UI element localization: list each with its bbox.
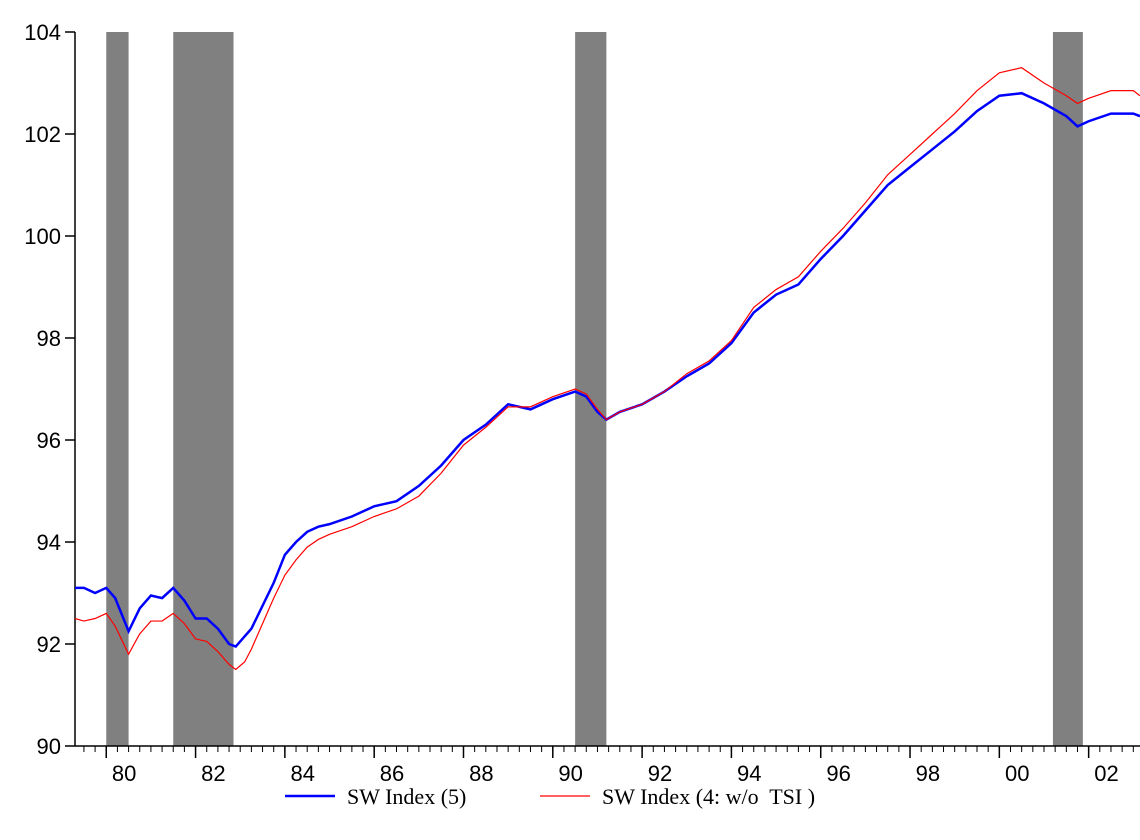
x-tick-label: 82 bbox=[201, 761, 225, 786]
y-tick-label: 102 bbox=[24, 122, 61, 147]
y-tick-label: 104 bbox=[24, 20, 61, 45]
x-tick-label: 86 bbox=[380, 761, 404, 786]
legend-label: SW Index (4: w/o TSI ) bbox=[602, 784, 815, 809]
recession-band bbox=[106, 32, 129, 746]
x-tick-label: 92 bbox=[648, 761, 672, 786]
legend-label: SW Index (5) bbox=[347, 784, 466, 809]
x-tick-label: 94 bbox=[737, 761, 761, 786]
series-line bbox=[75, 91, 1140, 649]
y-tick-label: 94 bbox=[37, 530, 61, 555]
y-tick-label: 98 bbox=[37, 326, 61, 351]
x-tick-label: 02 bbox=[1094, 761, 1118, 786]
recession-band bbox=[575, 32, 607, 746]
recession-band bbox=[173, 32, 234, 746]
y-tick-label: 90 bbox=[37, 734, 61, 759]
y-tick-label: 100 bbox=[24, 224, 61, 249]
x-tick-label: 84 bbox=[290, 761, 314, 786]
recession-band bbox=[1052, 32, 1083, 746]
series-line bbox=[74, 67, 1140, 671]
x-tick-label: 80 bbox=[112, 761, 136, 786]
x-tick-label: 00 bbox=[1005, 761, 1029, 786]
x-tick-label: 90 bbox=[558, 761, 582, 786]
y-tick-label: 96 bbox=[37, 428, 61, 453]
x-tick-label: 88 bbox=[469, 761, 493, 786]
y-tick-label: 92 bbox=[37, 632, 61, 657]
x-tick-label: 98 bbox=[916, 761, 940, 786]
x-tick-label: 96 bbox=[826, 761, 850, 786]
